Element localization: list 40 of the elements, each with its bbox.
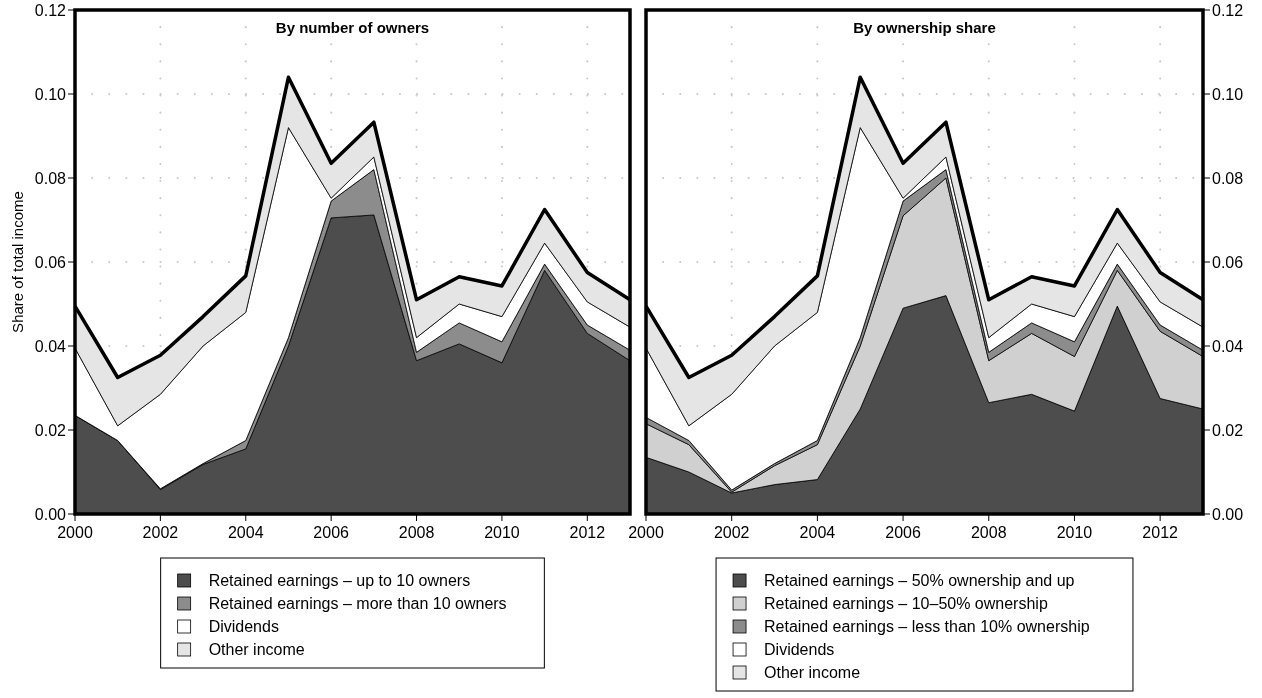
y2-tick-label: 0.08 bbox=[1212, 170, 1244, 187]
y2-tick-label: 0.12 bbox=[1212, 2, 1244, 19]
y2-tick-label: 0.10 bbox=[1212, 86, 1244, 103]
y-tick-label: 0.00 bbox=[34, 506, 67, 523]
x-tick-label: 2002 bbox=[713, 524, 750, 541]
y-tick-label: 0.02 bbox=[34, 422, 67, 439]
y2-tick-label: 0.00 bbox=[1212, 506, 1244, 523]
legend-label: Dividends bbox=[208, 618, 279, 635]
x-tick-label: 2010 bbox=[1056, 524, 1093, 541]
x-tick-label: 2012 bbox=[1142, 524, 1179, 541]
x-tick-label: 2002 bbox=[142, 524, 179, 541]
legend-label: Retained earnings – more than 10 owners bbox=[208, 595, 507, 612]
y-tick-label: 0.12 bbox=[34, 2, 67, 19]
y-tick-label: 0.06 bbox=[34, 254, 67, 271]
y2-tick-label: 0.04 bbox=[1212, 338, 1244, 355]
legend-label: Retained earnings – up to 10 owners bbox=[208, 572, 471, 589]
y-tick-label: 0.10 bbox=[34, 86, 67, 103]
y2-tick-label: 0.06 bbox=[1212, 254, 1244, 271]
y-axis-title: Share of total income bbox=[9, 191, 26, 333]
legend-label: Other income bbox=[208, 641, 305, 658]
x-tick-label: 2008 bbox=[398, 524, 435, 541]
y-tick-label: 0.04 bbox=[34, 338, 67, 355]
legend-label: Retained earnings – less than 10% ownership bbox=[764, 618, 1090, 635]
x-tick-label: 2012 bbox=[569, 524, 606, 541]
x-tick-label: 2008 bbox=[970, 524, 1007, 541]
x-tick-label: 2004 bbox=[799, 524, 836, 541]
legend-label: Retained earnings – 10–50% ownership bbox=[764, 595, 1048, 612]
legend-label: Other income bbox=[764, 664, 861, 681]
x-tick-label: 2000 bbox=[57, 524, 93, 541]
y-tick-label: 0.08 bbox=[34, 170, 67, 187]
x-tick-label: 2000 bbox=[628, 524, 664, 541]
legend-label: Dividends bbox=[764, 641, 835, 658]
x-tick-label: 2010 bbox=[484, 524, 520, 541]
text: By number of owners bbox=[275, 19, 430, 36]
y2-tick-label: 0.02 bbox=[1212, 422, 1244, 439]
x-tick-label: 2004 bbox=[227, 524, 264, 541]
legend-label: Retained earnings – 50% ownership and up bbox=[764, 572, 1075, 589]
x-tick-label: 2006 bbox=[313, 524, 350, 541]
x-tick-label: 2006 bbox=[885, 524, 921, 541]
text: By ownership share bbox=[853, 19, 996, 36]
